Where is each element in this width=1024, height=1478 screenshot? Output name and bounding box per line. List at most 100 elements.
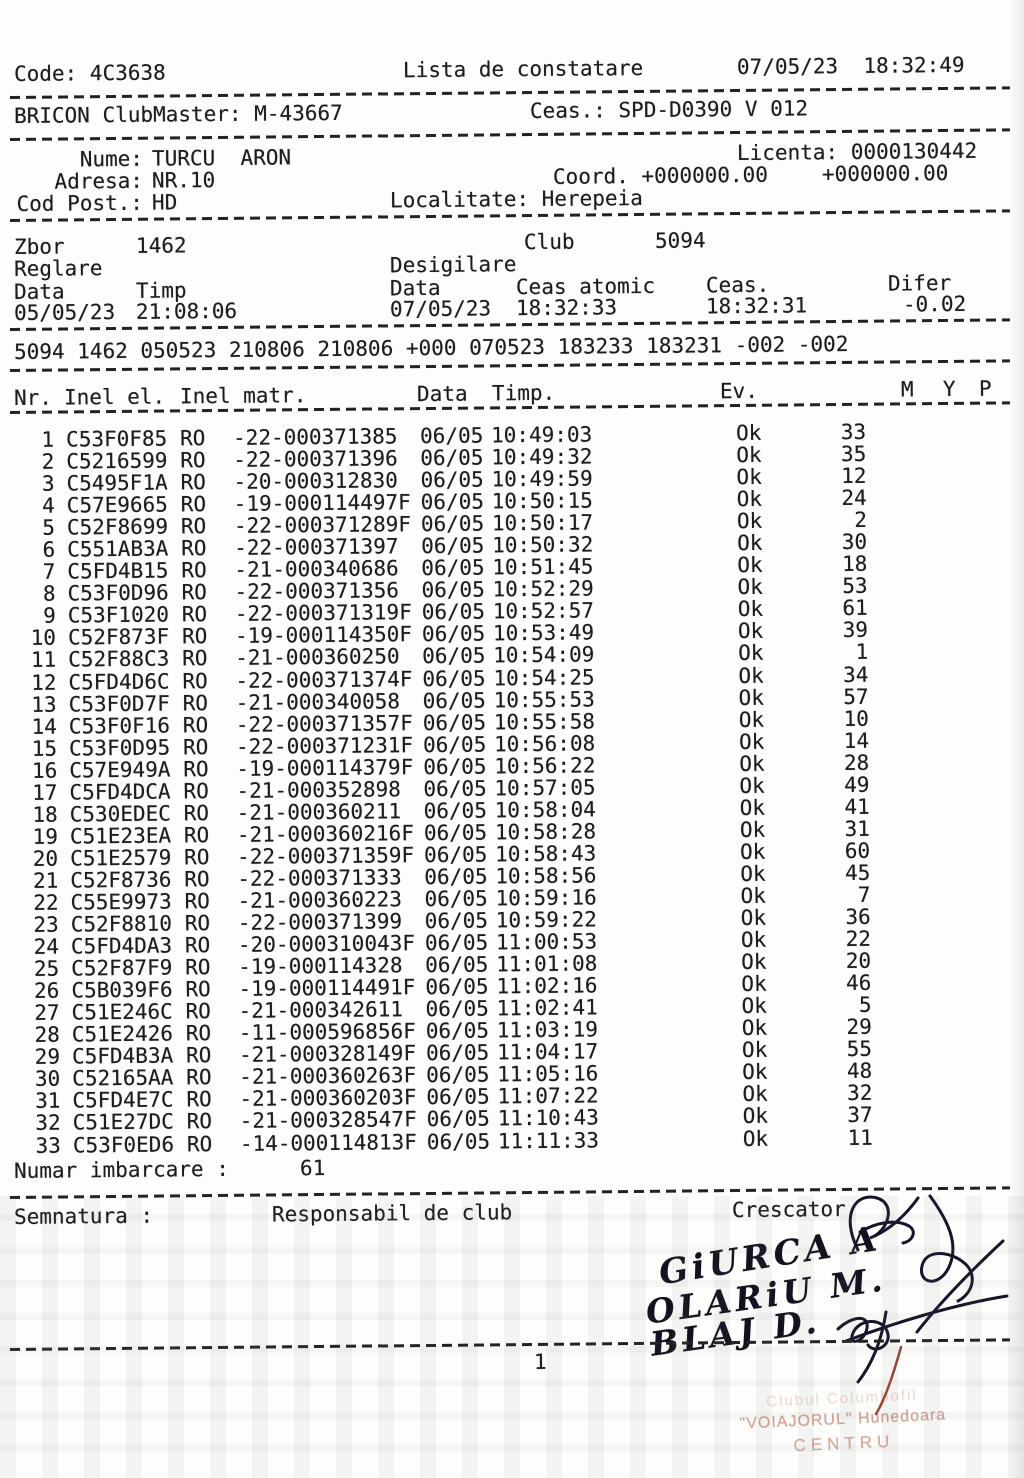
clock-id: Ceas.: SPD-D0390 V 012 xyxy=(529,96,809,124)
m-value: 10 xyxy=(843,706,869,731)
ring-electronic: C52F8736 xyxy=(70,867,172,893)
difer-value: -0.02 xyxy=(902,291,967,317)
page-number: 1 xyxy=(533,1349,547,1375)
device-id: BRICON ClubMaster: M-43667 xyxy=(13,100,343,128)
country-code: RO xyxy=(181,602,208,627)
ring-electronic: C53F0D96 xyxy=(67,580,169,606)
m-value: 53 xyxy=(842,574,868,599)
clock-time: 10:58:43 xyxy=(494,841,597,867)
coord: Coord. +000000.00 xyxy=(552,162,769,189)
owner-postcode: HD xyxy=(151,190,178,215)
ring-matricol: -19-000114328 xyxy=(238,953,403,979)
clock-time: 10:54:09 xyxy=(493,642,595,668)
country-code: RO xyxy=(186,1131,213,1156)
clock-time: 10:49:03 xyxy=(490,422,593,448)
signature-stroke xyxy=(844,1294,1009,1343)
row-number: 32 xyxy=(35,1111,61,1136)
clock-date: 06/05 xyxy=(425,1040,490,1066)
m-value: 37 xyxy=(847,1103,873,1128)
numar-imbarcare-value: 61 xyxy=(299,1156,326,1181)
clock-time: 10:50:32 xyxy=(492,532,594,558)
clock-date: 06/05 xyxy=(426,1084,490,1110)
ring-electronic: C5FD4B3A xyxy=(71,1043,174,1069)
clocking-table: 1 C53F0F85 RO -22-000371385 06/05 10:49:… xyxy=(0,419,1019,1158)
col-y: Y xyxy=(942,376,956,402)
ring-electronic: C530EDEC xyxy=(69,801,171,827)
crescator-label: Crescator xyxy=(731,1197,846,1223)
ring-matricol: -22-000371397 xyxy=(234,534,399,561)
ring-electronic: C52F8699 xyxy=(66,514,169,540)
header-line-1: Code: 4C3638 Lista de constatare 07/05/2… xyxy=(0,53,1012,86)
country-code: RO xyxy=(185,955,211,980)
clock-time: 10:58:56 xyxy=(495,863,597,889)
ring-electronic: C51E27DC xyxy=(72,1109,174,1135)
ring-electronic: C51E2426 xyxy=(71,1021,174,1047)
ring-matricol: -22-000371396 xyxy=(233,446,398,472)
postcode-label: Cod Post.: xyxy=(16,190,144,216)
clock-time: 10:59:16 xyxy=(495,885,597,911)
country-code: RO xyxy=(182,734,209,760)
ring-electronic: C53F0F16 xyxy=(68,713,171,739)
clock-time: 11:11:33 xyxy=(497,1127,600,1153)
ring-electronic: C52F873F xyxy=(67,624,170,650)
ring-electronic: C51E2579 xyxy=(70,845,172,871)
row-number: 20 xyxy=(32,846,59,871)
clock-date: 06/05 xyxy=(419,423,484,449)
ring-matricol: -19-000114491F xyxy=(238,975,416,1002)
signature-stroke xyxy=(836,1316,890,1351)
clock-date: 06/05 xyxy=(423,776,487,801)
clock-date: 06/05 xyxy=(422,732,487,757)
clock-date: 06/05 xyxy=(423,798,488,823)
clock-date: 06/05 xyxy=(423,842,488,867)
m-value: 12 xyxy=(841,463,867,489)
country-code: RO xyxy=(186,1087,212,1112)
clock-time: 10:57:05 xyxy=(494,775,596,801)
col-timp: Timp. xyxy=(491,380,556,406)
row-number: 28 xyxy=(34,1022,60,1048)
owner-address: NR.10 xyxy=(151,168,216,193)
country-code: RO xyxy=(181,558,207,583)
ring-electronic: C53F0D7F xyxy=(68,691,170,717)
m-value: 49 xyxy=(844,772,870,797)
clock-time: 11:00:53 xyxy=(495,929,598,955)
m-value: 30 xyxy=(841,530,868,555)
ring-matricol: -21-000360203F xyxy=(239,1085,417,1112)
country-code: RO xyxy=(185,999,212,1024)
clock-time: 11:05:16 xyxy=(497,1061,599,1087)
clock-date: 06/05 xyxy=(425,974,489,1000)
clock-date: 06/05 xyxy=(423,754,487,779)
row-number: 21 xyxy=(32,868,59,893)
clock-time: 10:59:22 xyxy=(495,907,598,933)
club-number: 5094 xyxy=(654,228,706,253)
ring-matricol: -21-000340058 xyxy=(235,688,401,715)
country-code: RO xyxy=(185,977,211,1002)
ring-electronic: C551AB3A xyxy=(67,536,169,562)
m-value: 22 xyxy=(845,926,872,952)
row-number: 4 xyxy=(41,493,55,518)
country-code: RO xyxy=(184,845,210,870)
clock-date: 06/05 xyxy=(420,467,484,493)
clock-date: 06/05 xyxy=(421,533,485,559)
semnatura-label: Semnatura : xyxy=(13,1203,154,1229)
ring-electronic: C5FD4E7C xyxy=(72,1087,174,1113)
clock-date: 06/05 xyxy=(426,1106,490,1132)
ring-matricol: -21-000360211 xyxy=(236,799,402,825)
ring-matricol: -21-000328547F xyxy=(239,1107,417,1134)
row-number: 6 xyxy=(42,537,56,562)
row-number: 26 xyxy=(33,978,60,1004)
col-inel-matr: Inel matr. xyxy=(179,383,307,409)
m-value: 20 xyxy=(845,948,872,974)
ring-electronic: C52165AA xyxy=(72,1065,174,1091)
ring-matricol: -22-000371385 xyxy=(232,424,398,450)
document-code: Code: 4C3638 xyxy=(13,60,166,86)
ring-matricol: -21-000360216F xyxy=(236,821,415,847)
m-value: 31 xyxy=(844,816,870,841)
col-nr: Nr. xyxy=(13,385,53,410)
row-number: 15 xyxy=(31,736,58,761)
clock-time: 10:58:28 xyxy=(494,819,597,845)
ring-matricol: -22-000371357F xyxy=(235,710,413,737)
country-code: RO xyxy=(180,492,207,517)
country-code: RO xyxy=(182,712,209,738)
address-label: Adresa: xyxy=(54,168,144,194)
localitate: Localitate: Herepeia xyxy=(389,185,643,213)
